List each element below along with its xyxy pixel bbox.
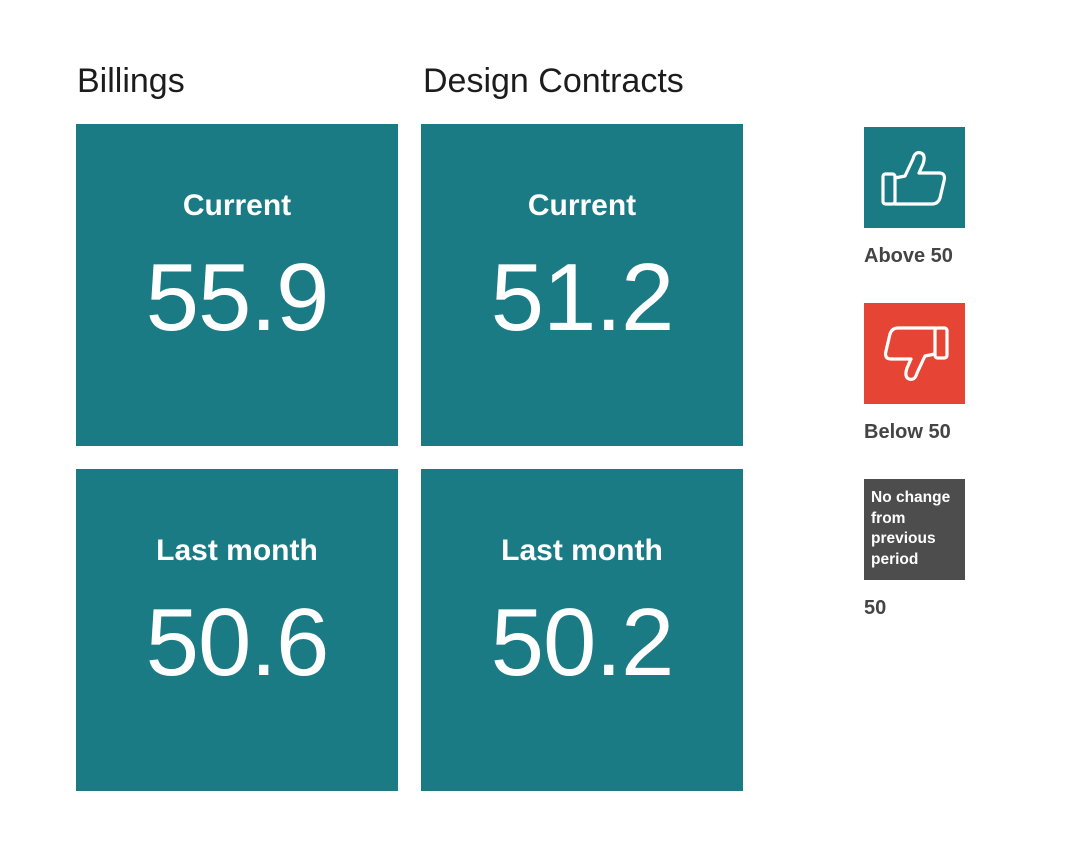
design-contracts-last-month-tile: Last month 50.2 [421, 469, 743, 791]
tile-value: 50.6 [145, 589, 330, 696]
thumbs-down-icon [883, 326, 949, 381]
legend-nochange-label: 50 [864, 597, 887, 619]
legend-above-label: Above 50 [864, 245, 953, 267]
billings-title: Billings [77, 62, 185, 100]
tile-value: 55.9 [145, 244, 330, 351]
tile-label: Current [182, 189, 292, 222]
design-contracts-title: Design Contracts [423, 62, 684, 100]
tile-label: Last month [156, 534, 318, 567]
design-contracts-current-tile: Current 51.2 [421, 124, 743, 446]
billings-current-tile: Current 55.9 [76, 124, 398, 446]
tile-value: 50.2 [490, 589, 675, 696]
thumbs-up-icon [881, 151, 947, 206]
legend-above-box [864, 127, 965, 228]
billings-last-month-tile: Last month 50.6 [76, 469, 398, 791]
tile-label: Current [527, 189, 637, 222]
legend-nochange-box: No change from previous period [864, 479, 965, 580]
legend-below-label: Below 50 [864, 421, 951, 443]
legend-nochange-text: No change from previous period [871, 489, 951, 568]
tile-value: 51.2 [490, 244, 675, 351]
legend-below-box [864, 303, 965, 404]
tile-label: Last month [501, 534, 663, 567]
